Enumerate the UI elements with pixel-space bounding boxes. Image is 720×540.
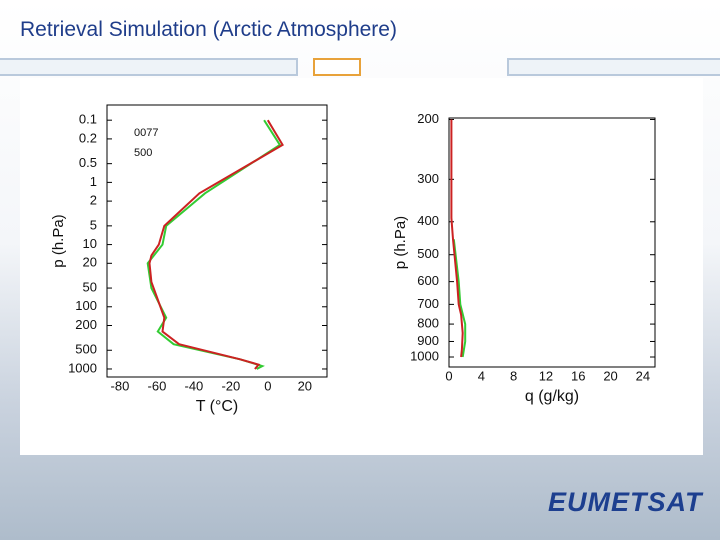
y-tick-label: 0.2 <box>79 130 97 145</box>
y-tick-label: 900 <box>417 333 439 348</box>
x-tick-label: -40 <box>184 378 203 393</box>
y-tick-label: 500 <box>75 342 97 357</box>
decor-bar <box>507 58 720 76</box>
x-tick-label: -60 <box>148 378 167 393</box>
annotation: 0077 <box>134 127 158 139</box>
x-tick-label: -20 <box>221 378 240 393</box>
slide-title: Retrieval Simulation (Arctic Atmosphere) <box>20 18 397 41</box>
y-tick-label: 1000 <box>68 360 97 375</box>
x-tick-label: -80 <box>111 378 130 393</box>
y-tick-label: 2 <box>90 193 97 208</box>
x-tick-label: 0 <box>445 368 452 383</box>
logo: EUMETSAT <box>548 487 703 517</box>
y-tick-label: 800 <box>417 316 439 331</box>
y-tick-label: 300 <box>417 171 439 186</box>
x-tick-label: 20 <box>603 368 617 383</box>
y-tick-label: 200 <box>417 111 439 126</box>
profile-line <box>148 119 284 370</box>
annotation: 500 <box>134 147 152 159</box>
y-axis-label: p (h.Pa) <box>50 214 67 267</box>
panel <box>20 78 703 455</box>
profile-line <box>450 119 464 358</box>
y-tick-label: 700 <box>417 296 439 311</box>
y-tick-label: 5 <box>90 217 97 232</box>
x-tick-label: 24 <box>636 368 650 383</box>
y-tick-label: 100 <box>75 298 97 313</box>
x-tick-label: 4 <box>478 368 485 383</box>
x-tick-label: 0 <box>264 378 271 393</box>
y-tick-label: 1 <box>90 174 97 189</box>
plot-frame <box>106 104 328 378</box>
decor-bar <box>0 58 298 76</box>
y-tick-label: 0.1 <box>79 112 97 127</box>
x-axis-label: q (g/kg) <box>525 388 579 405</box>
y-tick-label: 600 <box>417 273 439 288</box>
y-axis-label: p (h.Pa) <box>392 216 409 269</box>
x-tick-label: 20 <box>298 378 312 393</box>
y-tick-label: 200 <box>75 317 97 332</box>
y-tick-label: 400 <box>417 213 439 228</box>
y-tick-label: 20 <box>83 255 97 270</box>
y-tick-label: 10 <box>83 236 97 251</box>
x-tick-label: 8 <box>510 368 517 383</box>
x-tick-label: 12 <box>539 368 553 383</box>
y-tick-label: 0.5 <box>79 155 97 170</box>
y-tick-label: 50 <box>83 279 97 294</box>
x-tick-label: 16 <box>571 368 585 383</box>
x-axis-label: T (°C) <box>196 398 239 415</box>
y-tick-label: 1000 <box>410 348 439 363</box>
plot-frame <box>448 117 656 368</box>
profile-line <box>452 239 467 358</box>
y-tick-label: 500 <box>417 246 439 261</box>
decor-box <box>313 58 361 76</box>
